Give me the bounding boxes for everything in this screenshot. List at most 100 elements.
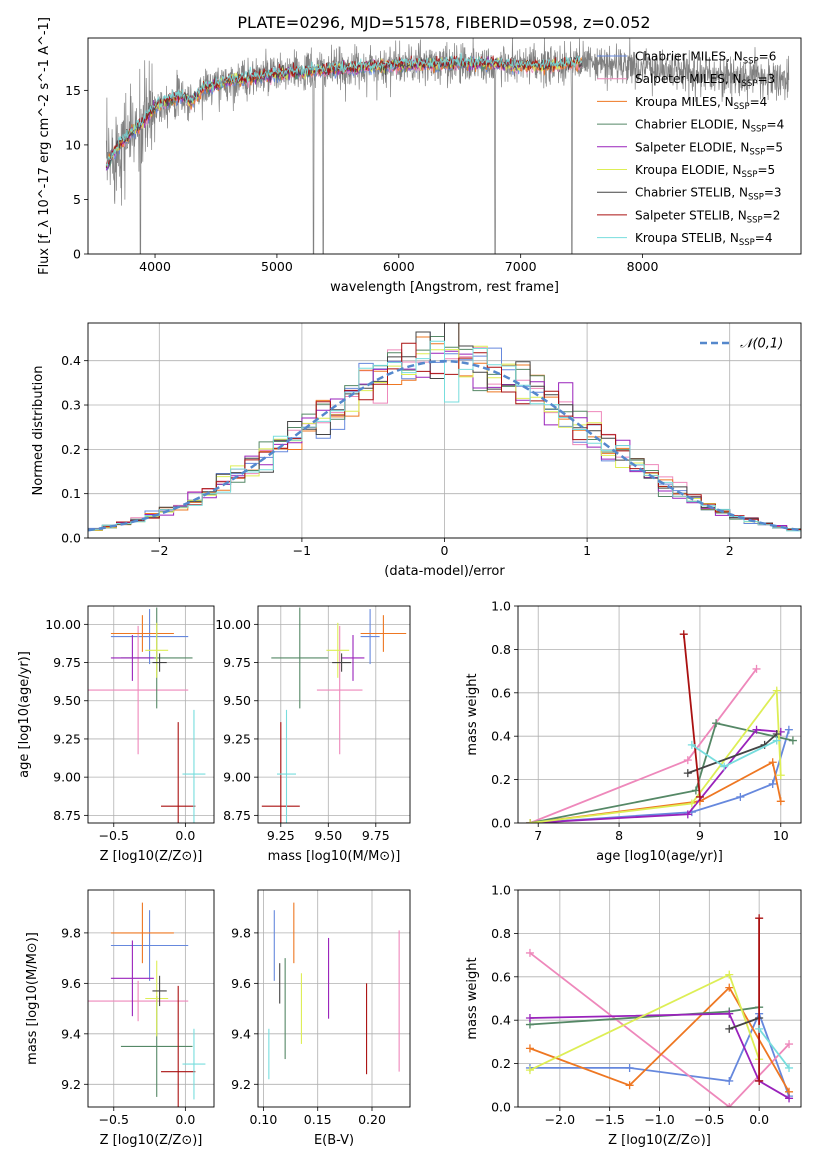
y-tick-label: 9.00 [53,770,81,785]
y-tick-label: 9.6 [231,976,251,991]
x-tick-label: 0.20 [358,1112,386,1127]
weight-point-marker [687,740,696,749]
weight-point-marker [736,792,745,801]
axes-frame [87,322,802,539]
weight-point-marker [683,769,692,778]
x-axis-label: Z [log10(Z/Z⊙)] [608,1133,711,1148]
weight-point-marker [695,792,704,801]
weight-point-marker [768,779,777,788]
weight-series-line [728,1017,760,1030]
weight-point-marker [725,1076,734,1085]
x-axis-label: Z [log10(Z/Z⊙)] [100,1133,203,1148]
y-tick-label: 1.0 [491,883,511,898]
x-axis-label: mass [log10(M/M⊙)] [268,849,401,864]
x-axis-label: wavelength [Angstrom, rest frame] [330,280,559,295]
y-axis-label: Flux [f_λ 10^-17 erg cm^-2 s^-1 A^-1] [37,17,52,275]
y-tick-label: 0.2 [61,442,81,457]
weight-point-marker [725,1103,734,1107]
normal-reference-curve [88,359,801,532]
weight-point-marker [776,797,785,806]
x-tick-label: −1 [293,543,311,558]
weight-lines [526,630,797,823]
legend-label: Salpeter MILES, NSSP=3 [635,72,775,89]
y-tick-label: 8.75 [223,808,251,823]
y-axis-label: age [log10(age/yr)] [17,651,32,778]
y-tick-label: 0.2 [491,772,511,787]
legend-label: Chabrier STELIB, NSSP=3 [635,186,782,203]
x-tick-label: −0.5 [694,1112,724,1127]
weight-point-marker [712,719,721,728]
x-tick-label: −0.5 [99,828,129,843]
y-tick-label: 5 [73,192,81,207]
weight-point-marker [776,771,785,780]
weight-point-marker [725,1024,734,1033]
weight-point-marker [687,799,696,808]
y-tick-label: 9.8 [61,925,81,940]
y-tick-label: 9.50 [223,693,251,708]
weight-series-line [530,729,790,823]
weight-point-marker [785,1040,794,1049]
legend-label: Kroupa STELIB, NSSP=4 [635,231,773,248]
legend-label: Salpeter STELIB, NSSP=2 [635,208,780,225]
y-tick-label: 0 [73,247,81,262]
y-tick-label: 10.00 [45,617,81,632]
weight-series-line [529,668,758,823]
x-tick-label: 0.0 [749,1112,769,1127]
x-tick-label: 4000 [139,259,171,274]
y-tick-label: 9.25 [53,731,81,746]
axes-frame [257,889,411,1108]
weight-point-marker [625,1063,634,1072]
y-tick-label: 9.4 [61,1026,81,1041]
x-tick-label: 2 [726,543,734,558]
weight-series-line [529,1012,790,1100]
y-tick-label: 0.2 [491,1056,511,1071]
y-tick-label: 9.2 [61,1077,81,1092]
x-tick-label: 10 [773,828,789,843]
weight-point-marker [785,1094,794,1103]
weight-point-marker [772,686,781,695]
x-tick-label: −1.5 [594,1112,624,1127]
weight-point-marker [755,1024,764,1033]
legend-label: Chabrier ELODIE, NSSP=4 [635,118,784,135]
y-tick-label: 0.4 [491,1013,511,1028]
y-axis-label: mass weight [465,957,480,1039]
y-tick-label: 0.4 [491,729,511,744]
y-tick-label: 0.8 [491,926,511,941]
spectrum-panel: 4000 5000 6000 7000 8000 0 5 10 15 wavelength [An… [37,17,802,295]
x-tick-label: −0.5 [99,1112,129,1127]
x-tick-label: 0.15 [304,1112,332,1127]
errorbar-group [261,607,407,823]
y-tick-label: 9.4 [231,1026,251,1041]
y-axis-label: mass [log10(M/M⊙)] [25,932,40,1065]
weight-series-line [530,728,781,823]
weight-point-marker [526,819,535,823]
x-tick-label: 9 [696,828,704,843]
weight-series-line [682,634,701,798]
x-tick-label: 0.0 [175,828,195,843]
x-tick-label: 0.10 [250,1112,278,1127]
errorbar-group [88,607,206,823]
y-axis-label: mass weight [465,673,480,755]
residuals-panel: −2 −1 0 1 2 0.0 0.1 0.2 0.3 0.4 (data-model)/error… [31,322,802,579]
axes-frame [257,605,411,824]
y-tick-label: 15 [65,83,81,98]
x-axis-label: (data-model)/error [384,564,505,579]
y-tick-label: 9.00 [223,770,251,785]
x-tick-label: 0.0 [175,1112,195,1127]
histogram-lines [88,323,801,532]
weight-point-marker [755,914,764,923]
x-tick-label: 8000 [627,259,659,274]
y-tick-label: 0.0 [61,531,81,546]
axes-frame [87,605,215,824]
y-tick-label: 9.75 [223,655,251,670]
weight-vs-age-panel: 7 8 9 10 0.0 0.2 0.4 0.6 0.8 1.0 age [log10(age/yr… [465,599,802,864]
legend-label: Kroupa MILES, NSSP=4 [635,95,767,112]
x-tick-label: 9.50 [314,828,342,843]
y-tick-label: 8.75 [53,808,81,823]
weight-point-marker [525,1066,534,1075]
legend-label: Chabrier MILES, NSSP=6 [635,50,776,67]
x-tick-label: 8 [615,828,623,843]
weight-point-marker [625,1081,634,1090]
legend-label: Kroupa ELODIE, NSSP=5 [635,163,775,180]
